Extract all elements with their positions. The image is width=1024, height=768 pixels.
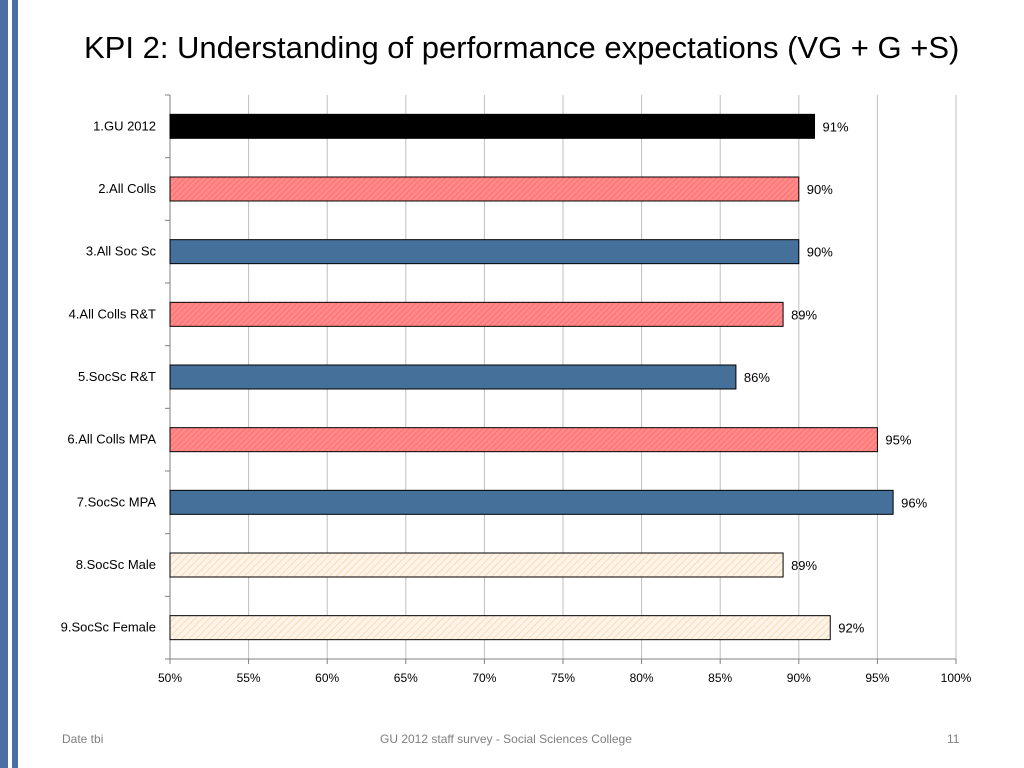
x-tick-label: 60%	[315, 671, 339, 685]
bar	[169, 427, 878, 453]
bar	[169, 615, 831, 641]
x-tick-label: 100%	[941, 671, 972, 685]
data-label: 95%	[885, 433, 911, 448]
slide-accent-bar-outer	[0, 0, 8, 768]
category-label: 2.All Colls	[98, 181, 156, 196]
bars	[169, 113, 894, 641]
x-tick-label: 85%	[708, 671, 732, 685]
bar	[169, 489, 894, 515]
x-tick-label: 95%	[865, 671, 889, 685]
data-label: 92%	[838, 621, 864, 636]
x-tick-label: 70%	[472, 671, 496, 685]
labels: 50% 55% 60% 65% 70% 75% 80% 85% 90% 95% 100% 1.GU 2…	[61, 118, 972, 685]
bar	[169, 301, 784, 327]
category-label: 9.SocSc Female	[61, 620, 156, 635]
data-label: 91%	[823, 119, 849, 134]
bar	[169, 552, 784, 578]
x-tick-label: 50%	[158, 671, 182, 685]
bar	[169, 364, 737, 390]
slide-accent-bar-inner	[12, 0, 18, 768]
category-label: 1.GU 2012	[93, 118, 156, 133]
x-tick-label: 55%	[237, 671, 261, 685]
category-label: 6.All Colls MPA	[67, 432, 156, 447]
data-label: 96%	[901, 495, 927, 510]
category-label: 3.All Soc Sc	[86, 244, 157, 259]
footer-date: Date tbi	[62, 732, 104, 746]
category-label: 7.SocSc MPA	[77, 494, 157, 509]
data-label: 90%	[807, 245, 833, 260]
footer-caption: GU 2012 staff survey - Social Sciences C…	[380, 732, 632, 746]
data-label: 89%	[791, 558, 817, 573]
category-label: 4.All Colls R&T	[69, 306, 156, 321]
bar	[169, 176, 800, 202]
x-tick-label: 90%	[787, 671, 811, 685]
x-tick-label: 65%	[394, 671, 418, 685]
page-number: 11	[947, 732, 960, 746]
bar	[169, 113, 816, 139]
slide-title: KPI 2: Understanding of performance expe…	[84, 30, 960, 65]
data-label: 89%	[791, 307, 817, 322]
data-label: 90%	[807, 182, 833, 197]
data-label: 86%	[744, 370, 770, 385]
category-label: 5.SocSc R&T	[78, 369, 156, 384]
x-tick-label: 80%	[630, 671, 654, 685]
bar	[169, 239, 800, 265]
x-tick-label: 75%	[551, 671, 575, 685]
category-label: 8.SocSc Male	[76, 557, 156, 572]
